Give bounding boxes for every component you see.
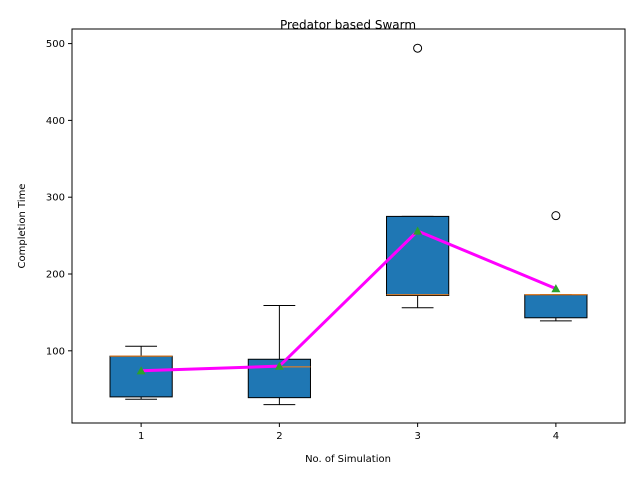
box-group-4 — [524, 211, 588, 322]
box-iqr — [524, 294, 588, 319]
y-axis-label: Completion Time — [17, 184, 28, 269]
y-axis-ticks: 100 200 300 400 500 — [46, 39, 72, 357]
outlier-point — [413, 43, 423, 53]
mean-marker — [136, 366, 146, 375]
y-tick-label: 300 — [46, 193, 65, 204]
box-iqr — [109, 355, 173, 398]
mean-marker — [551, 284, 561, 293]
y-tick-label: 500 — [46, 39, 65, 50]
y-tick-label: 100 — [46, 346, 65, 357]
box-group-2 — [247, 304, 311, 406]
x-tick-label: 2 — [276, 431, 282, 442]
x-tick-label: 3 — [414, 431, 420, 442]
box-group-3 — [386, 43, 450, 309]
outlier-point — [551, 211, 561, 221]
mean-marker — [274, 361, 284, 370]
axes-frame — [71, 28, 626, 424]
y-tick-label: 200 — [46, 270, 65, 281]
chart-title: Predator based Swarm — [280, 18, 416, 32]
mean-marker — [413, 226, 423, 235]
x-tick-label: 4 — [553, 431, 559, 442]
x-axis-label: No. of Simulation — [305, 454, 391, 465]
mean-trend-line — [141, 229, 557, 373]
y-tick-label: 400 — [46, 116, 65, 127]
plot-area — [109, 43, 588, 406]
x-axis-ticks: 1 2 3 4 — [138, 423, 559, 442]
x-tick-label: 1 — [138, 431, 144, 442]
box-group-1 — [109, 345, 173, 400]
